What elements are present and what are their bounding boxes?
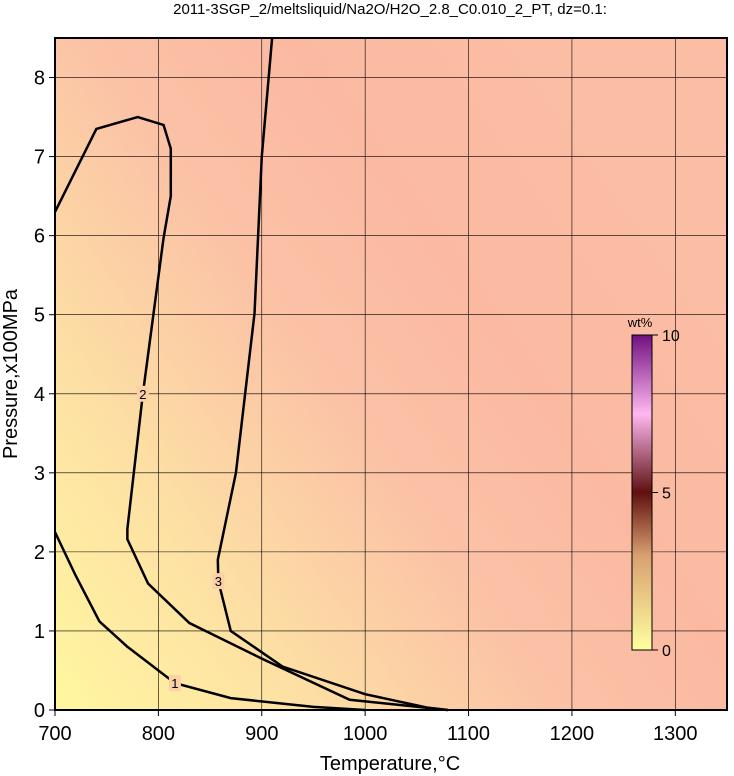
x-tick-label: 1300 [653, 723, 698, 745]
colorbar-label: wt% [627, 315, 653, 330]
y-tick-label: 6 [34, 226, 45, 248]
plot-area: 1 2 3 [53, 37, 727, 712]
chart-title: 2011-3SGP_2/meltsliquid/Na2O/H2O_2.8_C0.… [173, 1, 607, 18]
y-tick-label: 7 [34, 147, 45, 169]
colorbar-tick-label: 5 [662, 486, 671, 503]
contour-label-bg [212, 573, 225, 590]
contour-label: 3 [215, 574, 222, 589]
x-tick-label: 1100 [447, 723, 490, 745]
colorbar-tick-label: 0 [662, 643, 671, 660]
y-tick-label: 2 [34, 542, 45, 564]
x-tick-label: 700 [38, 723, 71, 745]
x-tick-label: 1000 [343, 723, 388, 745]
x-tick-label: 900 [245, 723, 278, 745]
y-tick-label: 8 [34, 68, 45, 90]
plot-background [55, 38, 727, 710]
contour-label-bg [136, 385, 149, 402]
contour-line [53, 531, 366, 712]
y-tick-label: 5 [34, 305, 45, 327]
contour-label-bg [168, 675, 181, 692]
colorbar [631, 334, 653, 651]
x-tick-label: 1200 [550, 723, 595, 745]
y-axis-label: Pressure,x100MPa [0, 288, 22, 459]
x-tick-label: 800 [142, 723, 175, 745]
x-axis-label: Temperature,°C [320, 753, 460, 775]
plot-frame [54, 37, 728, 711]
y-tick-label: 0 [34, 700, 45, 722]
contour-label: 2 [139, 387, 146, 402]
y-tick-label: 1 [34, 621, 45, 643]
colorbar-tick-label: 10 [662, 328, 680, 345]
contour-label: 1 [171, 676, 178, 691]
y-tick-label: 3 [34, 463, 45, 485]
y-tick-label: 4 [34, 384, 45, 406]
